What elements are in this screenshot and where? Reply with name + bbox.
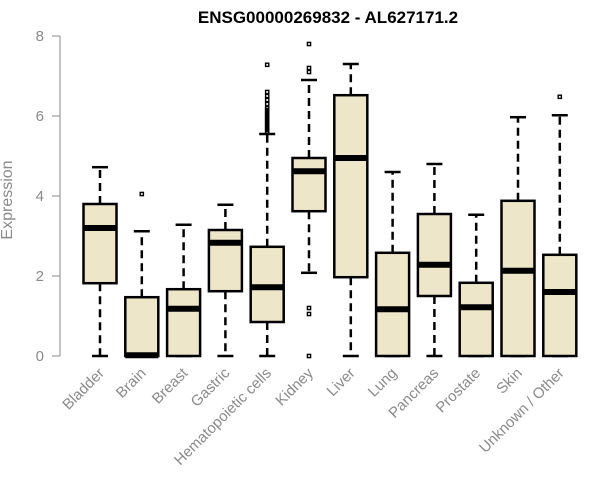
iqr-box <box>291 156 327 213</box>
outlier-point <box>557 94 563 100</box>
x-tick-label: Breast <box>149 364 192 407</box>
y-tick-label: 8 <box>36 28 44 45</box>
iqr-box <box>82 202 118 285</box>
box-group <box>291 41 327 359</box>
outlier-point <box>264 89 270 95</box>
box-series <box>82 41 578 359</box>
box-group <box>374 170 411 358</box>
outlier-point <box>264 93 270 99</box>
iqr-box <box>416 212 453 298</box>
outlier-point <box>306 41 312 47</box>
x-tick-label: Brain <box>113 365 150 402</box>
outlier-point <box>264 105 270 111</box>
outlier-point <box>306 353 312 359</box>
iqr-box <box>333 93 369 279</box>
chart-title: ENSG00000269832 - AL627171.2 <box>198 8 458 27</box>
outlier-point <box>264 97 270 103</box>
box-group <box>542 94 578 358</box>
box-group <box>165 223 202 358</box>
box-group <box>458 213 494 358</box>
x-tick-label: Prostate <box>432 365 484 417</box>
y-tick-label: 6 <box>36 108 44 125</box>
box-group <box>500 115 536 358</box>
outlier-point <box>264 101 270 107</box>
x-tick-label: Kidney <box>272 364 317 409</box>
outlier-point <box>306 65 312 71</box>
y-axis-label: Expression <box>0 160 16 239</box>
outlier-point <box>306 69 312 75</box>
x-tick-label: Skin <box>493 365 526 398</box>
box-group <box>333 62 369 358</box>
y-tick-label: 0 <box>36 348 44 365</box>
iqr-box <box>500 199 536 358</box>
outlier-point <box>306 311 312 317</box>
y-tick-label: 4 <box>36 188 44 205</box>
iqr-box <box>165 287 202 358</box>
iqr-box <box>458 281 494 358</box>
iqr-box <box>374 251 411 358</box>
iqr-box <box>542 253 578 358</box>
iqr-box <box>207 228 244 293</box>
box-group <box>249 62 285 358</box>
box-group <box>82 165 118 358</box>
box-group <box>207 203 244 358</box>
x-tick-label: Bladder <box>59 365 108 414</box>
x-tick-label: Lung <box>365 365 401 401</box>
y-tick-label: 2 <box>36 268 44 285</box>
x-tick-label: Liver <box>324 365 359 400</box>
y-axis-ticks: 0 2 4 6 8 <box>36 28 60 365</box>
outlier-point <box>139 191 145 197</box>
iqr-box <box>124 295 160 358</box>
outlier-point <box>264 62 270 68</box>
box-group <box>416 162 453 358</box>
box-group <box>124 191 160 359</box>
outlier-point <box>306 305 312 311</box>
